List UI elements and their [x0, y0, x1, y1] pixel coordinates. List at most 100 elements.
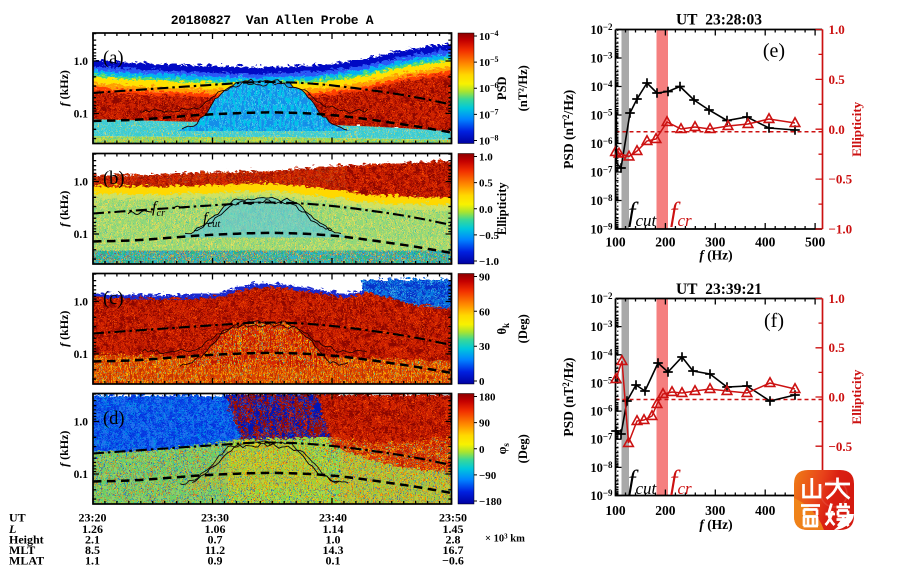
svg-text:23:20: 23:20	[79, 511, 107, 525]
svg-text:f (kHz): f (kHz)	[57, 431, 71, 467]
svg-text:500: 500	[805, 235, 826, 250]
svg-text:10−6: 10−6	[590, 404, 613, 419]
svg-text:1.0: 1.0	[829, 291, 845, 306]
svg-text:−0.5: −0.5	[829, 439, 853, 454]
svg-text:1.45: 1.45	[443, 522, 464, 536]
svg-text:90: 90	[479, 418, 491, 430]
svg-text:23:30: 23:30	[201, 511, 229, 525]
svg-text:20180827 Van Allen Probe A: 20180827 Van Allen Probe A	[171, 13, 374, 28]
svg-text:PSD (nT2/Hz): PSD (nT2/Hz)	[561, 357, 576, 436]
svg-text:0.0: 0.0	[829, 390, 845, 405]
svg-text:10−2: 10−2	[590, 291, 613, 306]
svg-text:0.1: 0.1	[74, 109, 89, 121]
svg-text:400: 400	[755, 235, 776, 250]
svg-text:MLT: MLT	[9, 543, 35, 557]
svg-text:(c): (c)	[103, 289, 124, 309]
svg-text:23:40: 23:40	[319, 511, 347, 525]
svg-text:(d): (d)	[103, 409, 125, 429]
svg-text:Height: Height	[9, 533, 44, 547]
svg-text:PSD: PSD	[495, 76, 509, 100]
svg-text:14.3: 14.3	[323, 543, 344, 557]
svg-text:1.0: 1.0	[74, 417, 89, 429]
svg-text:60: 60	[479, 306, 491, 318]
svg-text:Ellipticity: Ellipticity	[849, 101, 864, 156]
svg-text:φs: φs	[495, 443, 511, 455]
svg-text:fcut: fcut	[628, 197, 658, 230]
svg-text:L: L	[8, 522, 16, 536]
svg-text:100: 100	[605, 235, 626, 250]
svg-text:10−2: 10−2	[590, 22, 613, 37]
svg-text:200: 200	[655, 503, 676, 518]
svg-text:10−3: 10−3	[590, 319, 613, 334]
svg-text:10−4: 10−4	[590, 79, 613, 94]
svg-text:f (Hz): f (Hz)	[699, 248, 732, 263]
svg-text:Ellipticity: Ellipticity	[495, 182, 509, 236]
svg-text:fcut: fcut	[628, 465, 658, 498]
svg-text:10−7: 10−7	[590, 432, 613, 447]
svg-text:f (kHz): f (kHz)	[57, 311, 71, 347]
svg-text:1.26: 1.26	[82, 522, 103, 536]
svg-text:−0.5: −0.5	[829, 172, 853, 187]
svg-text:10−4: 10−4	[479, 29, 499, 43]
svg-text:(b): (b)	[103, 169, 125, 189]
svg-text:(nT²/Hz): (nT²/Hz)	[516, 65, 530, 111]
svg-text:(Deg): (Deg)	[516, 314, 530, 343]
svg-text:f (Hz): f (Hz)	[699, 517, 732, 532]
svg-text:400: 400	[755, 503, 776, 518]
svg-text:θk: θk	[495, 323, 511, 335]
svg-text:UT 23:28:03: UT 23:28:03	[676, 12, 762, 29]
svg-text:0.9: 0.9	[208, 554, 223, 568]
svg-text:fcr: fcr	[670, 197, 692, 230]
svg-text:10−9: 10−9	[590, 488, 613, 503]
svg-text:Ellipticity: Ellipticity	[849, 369, 864, 424]
svg-text:30: 30	[479, 341, 491, 353]
svg-text:0: 0	[479, 376, 485, 388]
svg-text:10−5: 10−5	[590, 375, 613, 390]
svg-text:8.5: 8.5	[85, 543, 100, 557]
svg-text:23:50: 23:50	[439, 511, 467, 525]
svg-text:0.5: 0.5	[829, 340, 846, 355]
svg-text:f (kHz): f (kHz)	[57, 191, 71, 227]
svg-text:0.1: 0.1	[74, 469, 89, 481]
svg-text:0.1: 0.1	[74, 229, 89, 241]
svg-text:0.5: 0.5	[479, 178, 493, 190]
svg-text:−180: −180	[479, 496, 502, 508]
svg-text:−1.0: −1.0	[479, 256, 500, 268]
svg-text:(f): (f)	[764, 310, 784, 332]
svg-text:10−4: 10−4	[590, 347, 613, 362]
svg-text:fcr: fcr	[670, 465, 692, 498]
svg-text:1.1: 1.1	[85, 554, 100, 568]
svg-text:× 103 km: × 103 km	[485, 533, 525, 545]
svg-text:10−7: 10−7	[479, 107, 499, 121]
svg-text:1.0: 1.0	[74, 297, 89, 309]
svg-text:UT 23:39:21: UT 23:39:21	[676, 281, 762, 298]
svg-text:180: 180	[479, 392, 496, 404]
svg-text:300: 300	[705, 235, 726, 250]
svg-text:1.0: 1.0	[829, 22, 845, 37]
svg-text:10−7: 10−7	[590, 165, 613, 180]
svg-text:100: 100	[605, 503, 626, 518]
svg-text:10−5: 10−5	[479, 55, 499, 69]
svg-text:10−8: 10−8	[590, 193, 613, 208]
svg-text:−0.6: −0.6	[442, 554, 464, 568]
svg-text:1.0: 1.0	[326, 533, 341, 547]
svg-text:1.06: 1.06	[205, 522, 226, 536]
svg-text:0.5: 0.5	[829, 72, 846, 87]
svg-text:2.8: 2.8	[446, 533, 461, 547]
svg-text:1.0: 1.0	[74, 177, 89, 189]
svg-text:16.7: 16.7	[443, 543, 464, 557]
svg-text:(a): (a)	[103, 49, 124, 69]
svg-text:10−8: 10−8	[479, 134, 499, 148]
svg-text:1.14: 1.14	[323, 522, 344, 536]
svg-text:10−6: 10−6	[590, 136, 613, 151]
svg-text:−0.5: −0.5	[479, 230, 500, 242]
svg-text:PSD (nT2/Hz): PSD (nT2/Hz)	[561, 90, 576, 169]
svg-text:0.0: 0.0	[829, 122, 845, 137]
svg-text:10−3: 10−3	[590, 51, 613, 66]
svg-text:11.2: 11.2	[205, 543, 225, 557]
svg-text:300: 300	[705, 503, 726, 518]
svg-text:f (kHz): f (kHz)	[57, 70, 71, 106]
svg-text:0.7: 0.7	[208, 533, 223, 547]
svg-text:2.1: 2.1	[85, 533, 100, 547]
svg-text:0.1: 0.1	[74, 349, 89, 361]
